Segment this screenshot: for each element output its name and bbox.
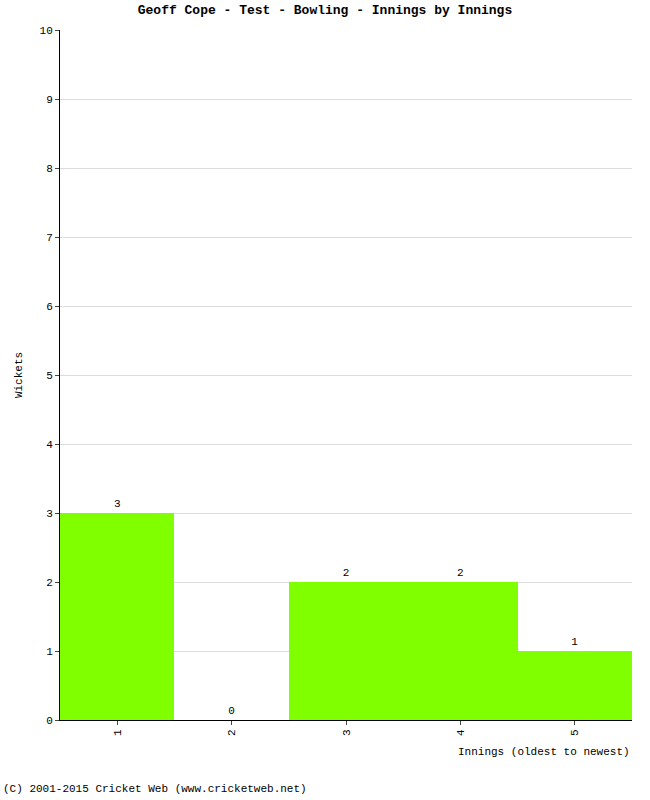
- svg-text:(C) 2001-2015 Cricket Web (www: (C) 2001-2015 Cricket Web (www.cricketwe…: [3, 783, 307, 795]
- svg-text:4: 4: [46, 439, 53, 451]
- svg-text:5: 5: [569, 729, 581, 736]
- svg-text:2: 2: [457, 567, 464, 579]
- svg-text:Geoff Cope - Test - Bowling -: Geoff Cope - Test - Bowling - Innings by…: [138, 3, 513, 18]
- svg-text:3: 3: [114, 498, 121, 510]
- svg-text:2: 2: [46, 577, 53, 589]
- svg-text:0: 0: [228, 705, 235, 717]
- svg-text:0: 0: [46, 715, 53, 727]
- svg-text:7: 7: [46, 232, 53, 244]
- svg-text:3: 3: [46, 508, 53, 520]
- svg-text:Wickets: Wickets: [13, 352, 25, 398]
- svg-text:3: 3: [341, 729, 353, 736]
- svg-text:5: 5: [46, 370, 53, 382]
- svg-text:2: 2: [226, 729, 238, 736]
- svg-text:1: 1: [46, 646, 53, 658]
- svg-text:10: 10: [40, 25, 53, 37]
- svg-text:6: 6: [46, 301, 53, 313]
- svg-text:1: 1: [112, 729, 124, 736]
- svg-text:8: 8: [46, 163, 53, 175]
- svg-text:Innings (oldest to newest): Innings (oldest to newest): [458, 746, 630, 758]
- svg-text:1: 1: [571, 636, 578, 648]
- svg-text:4: 4: [455, 729, 467, 736]
- svg-text:2: 2: [343, 567, 350, 579]
- svg-text:9: 9: [46, 94, 53, 106]
